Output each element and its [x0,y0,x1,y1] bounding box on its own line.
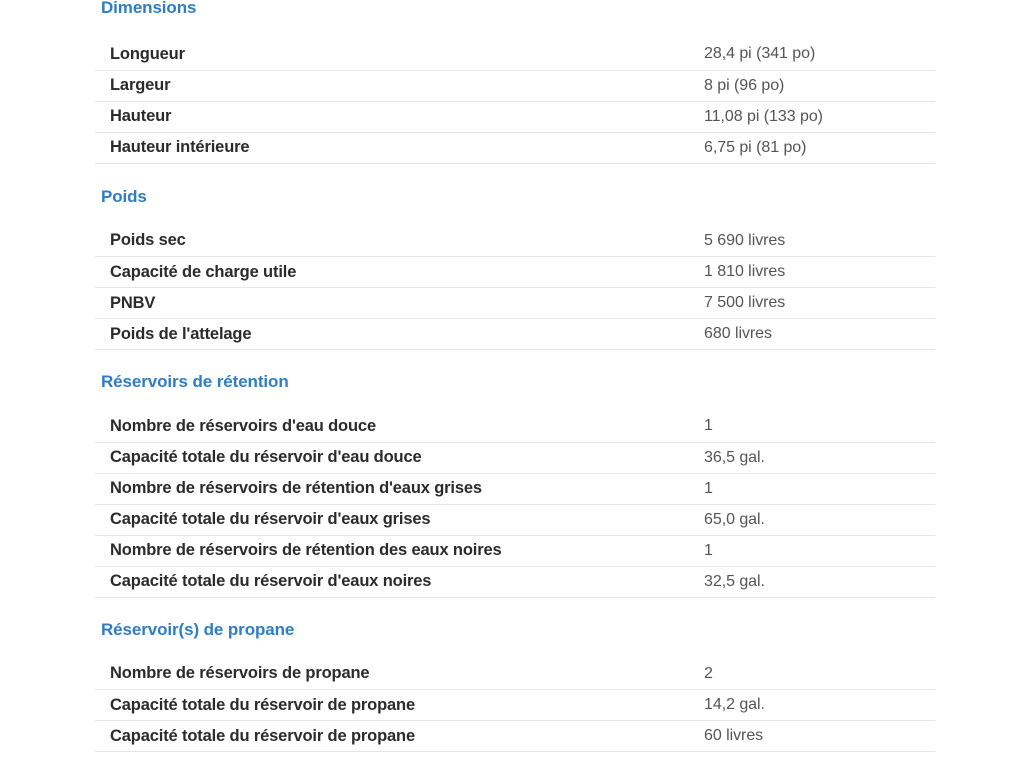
spec-label: Nombre de réservoirs de propane [95,658,702,690]
spec-label: Nombre de réservoirs de rétention des ea… [95,535,702,567]
spec-value: 7 500 livres [702,287,935,319]
table-row: Largeur 8 pi (96 po) [95,70,935,102]
spec-section-propane: Réservoir(s) de propane Nombre de réserv… [0,619,1024,752]
table-row: Longueur 28,4 pi (341 po) [95,39,935,71]
spec-label: Capacité totale du réservoir de propane [95,720,702,752]
table-row: Hauteur intérieure 6,75 pi (81 po) [95,132,935,164]
section-heading-propane: Réservoir(s) de propane [101,619,295,639]
spec-value: 680 livres [702,318,935,350]
table-row: Poids sec 5 690 livres [95,225,935,257]
section-heading-holding-tanks: Réservoirs de rétention [101,372,289,391]
spec-label: Capacité totale du réservoir de propane [95,689,702,721]
spec-label: Hauteur intérieure [95,132,702,164]
table-row: Nombre de réservoirs de propane 2 [95,658,935,690]
table-row: Capacité totale du réservoir de propane … [95,689,935,721]
table-row: Nombre de réservoirs de rétention des ea… [95,535,935,567]
spec-value: 60 livres [702,720,935,752]
spec-value: 65,0 gal. [702,504,935,536]
spec-label: PNBV [95,287,702,319]
spec-value: 1 810 livres [702,256,935,288]
spec-label: Longueur [95,39,702,71]
spec-value: 8 pi (96 po) [702,70,935,102]
section-heading-dimensions: Dimensions [101,0,197,17]
spec-label: Largeur [95,70,702,102]
spec-value: 32,5 gal. [702,566,935,598]
table-row: Capacité totale du réservoir de propane … [95,720,935,752]
table-row: Poids de l'attelage 680 livres [95,318,935,350]
spec-value: 14,2 gal. [702,689,935,721]
spec-section-holding-tanks: Réservoirs de rétention Nombre de réserv… [0,372,1024,598]
spec-table-dimensions: Longueur 28,4 pi (341 po) Largeur 8 pi (… [95,39,935,164]
table-row: PNBV 7 500 livres [95,287,935,319]
spec-label: Capacité totale du réservoir d'eaux noir… [95,566,702,598]
spec-label: Capacité de charge utile [95,256,702,288]
spec-table-propane: Nombre de réservoirs de propane 2 Capaci… [95,658,935,752]
table-row: Nombre de réservoirs de rétention d'eaux… [95,473,935,505]
spec-section-poids: Poids Poids sec 5 690 livres Capacité de… [0,186,1024,350]
table-row: Nombre de réservoirs d'eau douce 1 [95,411,935,443]
spec-value: 11,08 pi (133 po) [702,101,935,133]
section-heading-poids: Poids [101,186,147,206]
spec-value: 5 690 livres [702,225,935,257]
spec-label: Nombre de réservoirs de rétention d'eaux… [95,473,702,505]
spec-value: 1 [702,411,935,443]
table-row: Capacité totale du réservoir d'eaux gris… [95,504,935,536]
spec-value: 28,4 pi (341 po) [702,39,935,71]
table-row: Capacité de charge utile 1 810 livres [95,256,935,288]
spec-table-poids: Poids sec 5 690 livres Capacité de charg… [95,225,935,350]
spec-label: Nombre de réservoirs d'eau douce [95,411,702,443]
spec-label: Capacité totale du réservoir d'eau douce [95,442,702,474]
spec-value: 36,5 gal. [702,442,935,474]
spec-value: 6,75 pi (81 po) [702,132,935,164]
spec-value: 1 [702,473,935,505]
spec-label: Poids sec [95,225,702,257]
spec-value: 1 [702,535,935,567]
spec-table-holding-tanks: Nombre de réservoirs d'eau douce 1 Capac… [95,411,935,598]
table-row: Capacité totale du réservoir d'eau douce… [95,442,935,474]
table-row: Capacité totale du réservoir d'eaux noir… [95,566,935,598]
spec-section-dimensions: Dimensions Longueur 28,4 pi (341 po) Lar… [0,0,1024,164]
spec-label: Hauteur [95,101,702,133]
table-row: Hauteur 11,08 pi (133 po) [95,101,935,133]
spec-label: Capacité totale du réservoir d'eaux gris… [95,504,702,536]
spec-value: 2 [702,658,935,690]
spec-label: Poids de l'attelage [95,318,702,350]
